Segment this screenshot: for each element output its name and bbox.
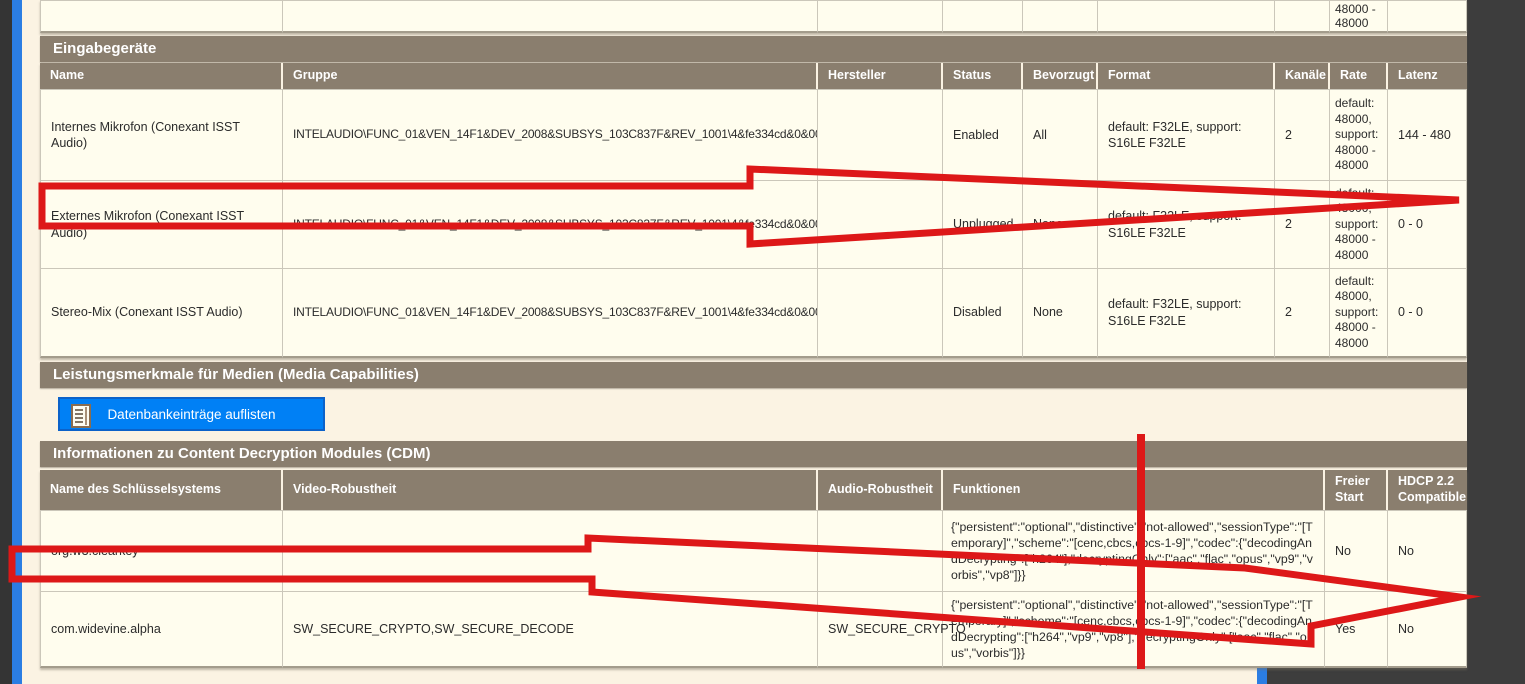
cell-kanaele: 2	[1275, 180, 1330, 268]
input-devices-table: Name Gruppe Hersteller Status Bevorzugt …	[40, 63, 1467, 358]
cell-format: default: F32LE, support: S16LE F32LE	[1098, 89, 1275, 180]
cell-rate: default: 48000, support: 48000 - 48000	[1330, 268, 1388, 358]
cell-latenz: 144 - 480	[1388, 89, 1467, 180]
cell-free-start: No	[1325, 510, 1388, 591]
cell-latenz: 0 - 0	[1388, 268, 1467, 358]
column-header-free-start: Freier Start	[1325, 470, 1388, 510]
cell-hersteller	[818, 268, 943, 358]
column-header-video-robustness: Video-Robustheit	[283, 470, 818, 510]
cell-gruppe	[283, 0, 818, 33]
cell-rate: 48000 - 48000	[1330, 0, 1388, 33]
table-header-row: Name des Schlüsselsystems Video-Robusthe…	[40, 470, 1467, 510]
cdm-table: Name des Schlüsselsystems Video-Robusthe…	[40, 470, 1467, 668]
column-header-audio-robustness: Audio-Robustheit	[818, 470, 943, 510]
cell-gruppe: INTELAUDIO\FUNC_01&VEN_14F1&DEV_2008&SUB…	[283, 268, 818, 358]
desktop-area-bottom-right	[1267, 668, 1525, 684]
cell-key-system: com.widevine.alpha	[40, 591, 283, 668]
cell-name: Internes Mikrofon (Conexant ISST Audio)	[40, 89, 283, 180]
cell-bevorzugt: None	[1023, 268, 1098, 358]
column-header-name: Name	[40, 63, 283, 89]
table-row: Internes Mikrofon (Conexant ISST Audio) …	[40, 89, 1467, 180]
column-header-latenz: Latenz	[1388, 63, 1467, 89]
section-header-cdm: Informationen zu Content Decryption Modu…	[40, 441, 1467, 467]
desktop-area-right	[1467, 0, 1525, 684]
cell-format: default: F32LE, support: S16LE F32LE	[1098, 268, 1275, 358]
cell-audio-robustness: SW_SECURE_CRYPTO	[818, 591, 966, 668]
column-header-gruppe: Gruppe	[283, 63, 818, 89]
cell-format	[1098, 0, 1275, 33]
window-accent-border-bottom	[1257, 668, 1267, 684]
column-header-status: Status	[943, 63, 1023, 89]
column-header-key-system: Name des Schlüsselsystems	[40, 470, 283, 510]
cell-hersteller	[818, 89, 943, 180]
column-header-functions: Funktionen	[943, 470, 1325, 510]
cell-rate: default: 48000, support: 48000 - 48000	[1330, 180, 1388, 268]
column-header-format: Format	[1098, 63, 1275, 89]
cell-name: Stereo-Mix (Conexant ISST Audio)	[40, 268, 283, 358]
previous-table-fragment: 48000 - 48000	[40, 0, 1467, 33]
table-row: org.w3.clearkey {"persistent":"optional"…	[40, 510, 1467, 591]
cell-status: Enabled	[943, 89, 1023, 180]
cell-bevorzugt: None	[1023, 180, 1098, 268]
cell-functions: {"persistent":"optional","distinctive":"…	[943, 591, 1325, 668]
cell-hersteller	[818, 180, 943, 268]
cell-name	[40, 0, 283, 33]
cell-status	[943, 0, 1023, 33]
section-header-input-devices: Eingabegeräte	[40, 36, 1467, 62]
cell-free-start: Yes	[1325, 591, 1388, 668]
cell-kanaele: 2	[1275, 268, 1330, 358]
cell-name: Externes Mikrofon (Conexant ISST Audio)	[40, 180, 283, 268]
column-header-hdcp: HDCP 2.2 Compatible	[1388, 470, 1467, 510]
cell-hdcp: No	[1388, 591, 1467, 668]
column-header-rate: Rate	[1330, 63, 1388, 89]
table-row: Externes Mikrofon (Conexant ISST Audio) …	[40, 180, 1467, 268]
table-row: com.widevine.alpha SW_SECURE_CRYPTO,SW_S…	[40, 591, 1467, 668]
cell-video-robustness	[283, 510, 818, 591]
table-row: 48000 - 48000	[40, 0, 1467, 33]
notepad-list-icon	[71, 404, 91, 431]
cell-format: default: F32LE, support: S16LE F32LE	[1098, 180, 1275, 268]
cell-functions: {"persistent":"optional","distinctive":"…	[943, 510, 1325, 591]
cell-latenz	[1388, 0, 1467, 33]
cell-bevorzugt	[1023, 0, 1098, 33]
cell-video-robustness: SW_SECURE_CRYPTO,SW_SECURE_DECODE	[283, 591, 818, 668]
cell-latenz: 0 - 0	[1388, 180, 1467, 268]
window-accent-border-left	[12, 0, 22, 684]
list-database-entries-button[interactable]: Datenbankeinträge auflisten	[58, 397, 325, 431]
column-header-kanaele: Kanäle	[1275, 63, 1330, 89]
cell-kanaele	[1275, 0, 1330, 33]
cell-status: Disabled	[943, 268, 1023, 358]
section-header-media-capabilities: Leistungsmerkmale für Medien (Media Capa…	[40, 362, 1467, 388]
cell-kanaele: 2	[1275, 89, 1330, 180]
column-header-hersteller: Hersteller	[818, 63, 943, 89]
button-label: Datenbankeinträge auflisten	[107, 406, 276, 422]
table-row: Stereo-Mix (Conexant ISST Audio) INTELAU…	[40, 268, 1467, 358]
column-header-bevorzugt: Bevorzugt	[1023, 63, 1098, 89]
table-header-row: Name Gruppe Hersteller Status Bevorzugt …	[40, 63, 1467, 89]
cell-audio-robustness	[818, 510, 943, 591]
cell-hdcp: No	[1388, 510, 1467, 591]
cell-status: Unplugged	[943, 180, 1023, 268]
cell-gruppe: INTELAUDIO\FUNC_01&VEN_14F1&DEV_2008&SUB…	[283, 89, 818, 180]
cell-gruppe: INTELAUDIO\FUNC_01&VEN_14F1&DEV_2008&SUB…	[283, 180, 818, 268]
cell-bevorzugt: All	[1023, 89, 1098, 180]
cell-key-system: org.w3.clearkey	[40, 510, 283, 591]
cell-rate: default: 48000, support: 48000 - 48000	[1330, 89, 1388, 180]
desktop-edge-left	[0, 0, 12, 684]
cell-hersteller	[818, 0, 943, 33]
